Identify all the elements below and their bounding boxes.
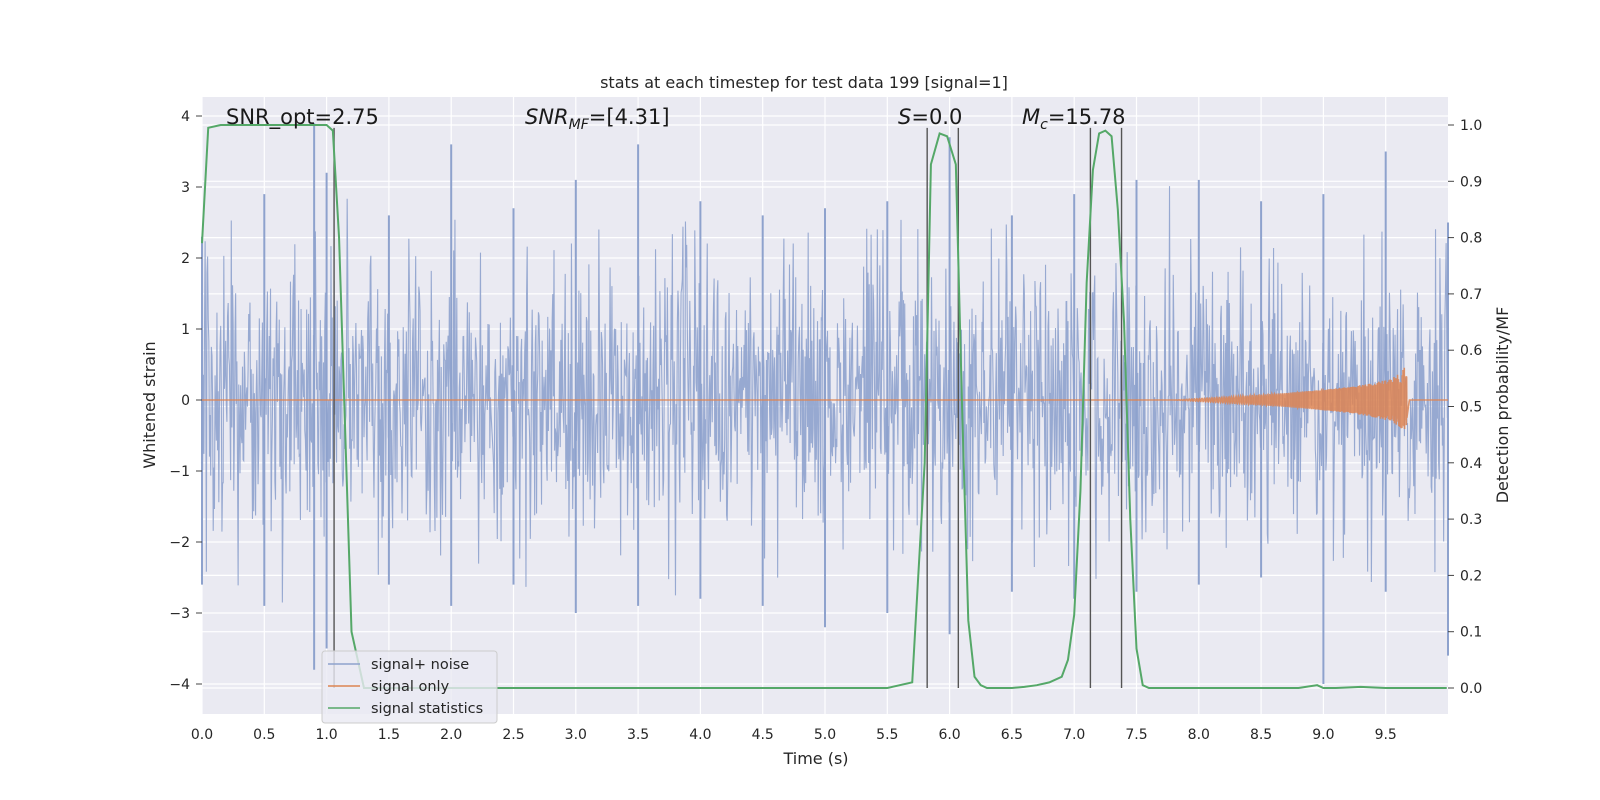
annotation-s: S=0.0	[898, 105, 962, 129]
x-tick-label: 9.0	[1312, 727, 1334, 743]
signal-only-line	[202, 367, 1448, 429]
annotation-mc: Mc=15.78	[1022, 105, 1126, 133]
right-y-tick-label: 0.8	[1460, 231, 1482, 247]
left-y-tick-label: 4	[181, 109, 190, 125]
right-y-tick-label: 0.9	[1460, 174, 1482, 190]
x-tick-label: 5.5	[876, 727, 898, 743]
left-y-tick-label: −2	[169, 535, 190, 551]
chart-title: stats at each timestep for test data 199…	[600, 73, 1008, 92]
right-y-tick-label: 0.1	[1460, 625, 1482, 641]
right-y-tick-label: 0.2	[1460, 568, 1482, 584]
x-tick-label: 1.0	[315, 727, 337, 743]
left-y-axis-label: Whitened strain	[140, 341, 159, 468]
x-tick-label: 6.5	[1001, 727, 1023, 743]
annotation-snr-mf-value: =[4.31]	[589, 105, 670, 129]
legend-box	[321, 650, 498, 724]
left-y-tick-label: 1	[181, 322, 190, 338]
x-axis-ticks: 0.0 0.5 1.0 1.5 2.0 2.5 3.0 3.5 4.0 4.5 5.0 5.5 6.0 6…	[191, 727, 1397, 743]
x-tick-label: 3.5	[627, 727, 649, 743]
annotation-snr-mf: SNRMF=[4.31]	[525, 105, 670, 133]
x-tick-label: 1.5	[378, 727, 400, 743]
x-tick-label: 7.0	[1063, 727, 1085, 743]
x-tick-label: 8.0	[1188, 727, 1210, 743]
right-y-tick-label: 0.5	[1460, 400, 1482, 416]
x-tick-label: 4.5	[752, 727, 774, 743]
x-tick-label: 3.0	[565, 727, 587, 743]
annotation-mc-value: =15.78	[1048, 105, 1126, 129]
right-y-tick-label: 1.0	[1460, 118, 1482, 134]
right-y-axis-ticks: 1.0 0.9 0.8 0.7 0.6 0.5 0.4 0.3 0.2 0.1 0.0	[1448, 118, 1482, 697]
left-y-tick-label: 3	[181, 180, 190, 196]
x-tick-label: 5.0	[814, 727, 836, 743]
annotation-s-value: =0.0	[911, 105, 962, 129]
legend-label-signal-statistics: signal statistics	[371, 701, 483, 717]
left-y-tick-label: −3	[169, 606, 190, 622]
right-y-tick-label: 0.4	[1460, 456, 1482, 472]
left-y-tick-label: −4	[169, 677, 190, 693]
left-y-tick-label: 0	[181, 393, 190, 409]
right-y-tick-label: 0.6	[1460, 343, 1482, 359]
left-y-tick-label: −1	[169, 464, 190, 480]
x-tick-label: 6.0	[938, 727, 960, 743]
annotation-s-var: S	[898, 105, 911, 129]
right-y-tick-label: 0.0	[1460, 681, 1482, 697]
legend: signal+ noise signal only signal statist…	[321, 650, 498, 724]
x-tick-label: 0.0	[191, 727, 213, 743]
x-axis-label: Time (s)	[782, 749, 848, 768]
left-y-axis-ticks: 4 3 2 1 0 −1 −2 −3 −4	[169, 109, 202, 693]
right-y-tick-label: 0.3	[1460, 512, 1482, 528]
right-y-axis-label: Detection probability/MF	[1493, 307, 1512, 504]
x-tick-label: 2.0	[440, 727, 462, 743]
series-signal-only	[202, 367, 1448, 429]
x-tick-label: 9.5	[1375, 727, 1397, 743]
right-y-tick-label: 0.7	[1460, 287, 1482, 303]
series-signal-noise	[201, 123, 1449, 684]
x-tick-label: 4.0	[689, 727, 711, 743]
annotation-snr-opt: SNR_opt=2.75	[226, 105, 379, 130]
annotation-snr-mf-var: SNR	[525, 105, 569, 129]
legend-label-signal-only: signal only	[371, 679, 450, 695]
annotation-snr-mf-sub: MF	[569, 117, 590, 133]
x-tick-label: 7.5	[1125, 727, 1147, 743]
left-y-tick-label: 2	[181, 251, 190, 267]
x-tick-label: 0.5	[253, 727, 275, 743]
x-tick-label: 8.5	[1250, 727, 1272, 743]
legend-label-signal-noise: signal+ noise	[371, 657, 469, 673]
annotation-mc-sub: c	[1040, 117, 1048, 133]
annotation-mc-var: M	[1022, 105, 1040, 129]
x-tick-label: 2.5	[502, 727, 524, 743]
